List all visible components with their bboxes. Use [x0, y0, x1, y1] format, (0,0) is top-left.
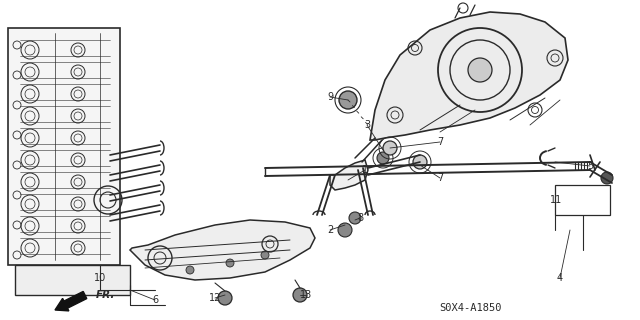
Polygon shape — [15, 265, 130, 295]
Circle shape — [468, 58, 492, 82]
Text: 7: 7 — [437, 137, 443, 147]
Text: 10: 10 — [94, 273, 106, 283]
Text: 1: 1 — [362, 165, 368, 175]
Text: S0X4-A1850: S0X4-A1850 — [439, 303, 501, 313]
Text: 5: 5 — [587, 161, 593, 171]
Text: 8: 8 — [357, 213, 363, 223]
Text: 3: 3 — [364, 120, 370, 130]
Text: 2: 2 — [327, 225, 333, 235]
Circle shape — [349, 212, 361, 224]
Polygon shape — [330, 160, 368, 190]
Text: 9: 9 — [327, 92, 333, 102]
Text: 12: 12 — [209, 293, 221, 303]
Circle shape — [377, 152, 389, 164]
Polygon shape — [370, 12, 568, 140]
Circle shape — [293, 288, 307, 302]
Circle shape — [383, 141, 397, 155]
Circle shape — [338, 223, 352, 237]
Circle shape — [413, 155, 427, 169]
Circle shape — [261, 251, 269, 259]
Circle shape — [226, 259, 234, 267]
FancyArrow shape — [55, 292, 87, 311]
Circle shape — [186, 266, 194, 274]
Text: 4: 4 — [557, 273, 563, 283]
Text: FR.: FR. — [95, 290, 115, 300]
Text: 11: 11 — [550, 195, 562, 205]
Circle shape — [339, 91, 357, 109]
Circle shape — [601, 172, 613, 184]
Text: 13: 13 — [300, 290, 312, 300]
Polygon shape — [130, 220, 315, 280]
Text: 7: 7 — [437, 173, 443, 183]
Polygon shape — [8, 28, 120, 265]
Circle shape — [218, 291, 232, 305]
Text: 6: 6 — [152, 295, 158, 305]
